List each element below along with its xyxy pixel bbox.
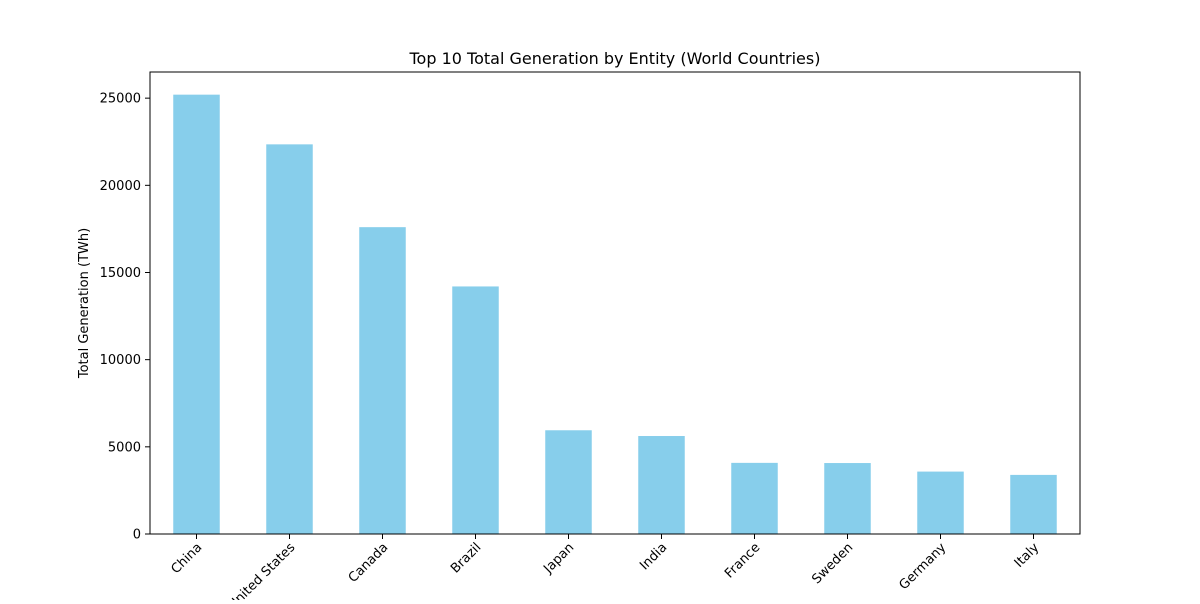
x-tick-label: Italy (1012, 540, 1043, 571)
bar-sweden (824, 463, 871, 534)
bar-india (638, 436, 685, 534)
y-tick-label: 0 (133, 528, 141, 543)
x-tick-label: France (722, 540, 763, 581)
y-tick-label: 15000 (100, 266, 141, 281)
bar-united-states (266, 144, 313, 534)
chart-title: Top 10 Total Generation by Entity (World… (409, 49, 821, 68)
x-tick-label: United States (225, 540, 298, 600)
bar-brazil (452, 286, 499, 534)
bar-canada (359, 227, 406, 534)
bar-italy (1010, 474, 1057, 534)
y-tick-label: 25000 (100, 92, 141, 107)
plot-area: 0 5000 10000 15000 20000 25000 China United Sta… (100, 71, 1081, 604)
x-tick-label: Brazil (448, 540, 484, 576)
x-tick-label: Germany (896, 540, 949, 593)
y-tick-label: 10000 (100, 353, 141, 368)
x-tick-label: China (168, 540, 205, 577)
y-tick-label: 20000 (100, 179, 141, 194)
y-tick-label: 5000 (108, 440, 141, 455)
x-tick-label: Japan (540, 540, 577, 577)
x-tick-label: Canada (346, 540, 392, 586)
bar-germany (917, 471, 964, 534)
x-tick-label: India (637, 540, 670, 573)
y-axis-label: Total Generation (TWh) (77, 228, 92, 379)
bar-france (731, 462, 778, 534)
plot-frame (149, 71, 1081, 535)
bar-china (173, 94, 220, 534)
bar-japan (545, 430, 592, 534)
x-tick-label: Sweden (809, 540, 856, 587)
